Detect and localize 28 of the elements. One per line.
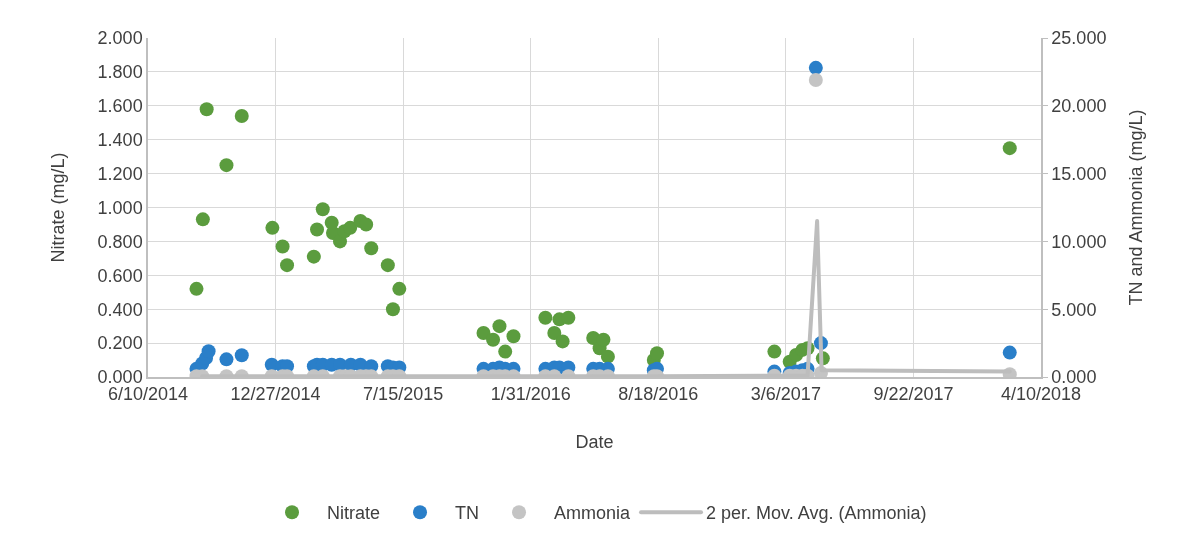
y2-tick-label: 20.000 bbox=[1051, 96, 1107, 117]
legend-label: TN bbox=[455, 503, 480, 524]
y-tick-label: 0.200 bbox=[97, 333, 143, 354]
x-tick-label: 8/18/2016 bbox=[618, 384, 699, 405]
y-tick-label: 1.200 bbox=[97, 163, 143, 184]
y-tick-label: 2.000 bbox=[97, 28, 143, 49]
y2-tick-label: 10.000 bbox=[1051, 231, 1107, 252]
y-tick-label: 1.000 bbox=[97, 197, 143, 218]
x-tick-label: 7/15/2015 bbox=[363, 384, 444, 405]
y-tick-label: 0.400 bbox=[97, 299, 143, 320]
x-tick-label: 9/22/2017 bbox=[873, 384, 954, 405]
y-tick-label: 1.600 bbox=[97, 96, 143, 117]
y2-tick-label: 15.000 bbox=[1051, 163, 1107, 184]
x-tick-label: 3/6/2017 bbox=[750, 384, 821, 405]
y2-tick-label: 25.000 bbox=[1051, 28, 1107, 49]
x-axis-title: Date bbox=[575, 431, 614, 452]
y-tick-label: 0.800 bbox=[97, 231, 143, 252]
y-tick-label: 0.600 bbox=[97, 265, 143, 286]
y2-axis-title: TN and Ammonia (mg/L) bbox=[1126, 109, 1147, 306]
y-tick-label: 1.800 bbox=[97, 62, 143, 83]
y-tick-label: 1.400 bbox=[97, 130, 143, 150]
y-axis-title: Nitrate (mg/L) bbox=[48, 152, 69, 263]
x-tick-label: 1/31/2016 bbox=[490, 384, 571, 405]
legend-label: Ammonia bbox=[554, 503, 632, 524]
y2-tick-label: 5.000 bbox=[1051, 299, 1097, 320]
x-tick-label: 12/27/2014 bbox=[230, 384, 321, 405]
legend-label: 2 per. Mov. Avg. (Ammonia) bbox=[706, 503, 927, 524]
legend-label: Nitrate bbox=[327, 503, 381, 524]
